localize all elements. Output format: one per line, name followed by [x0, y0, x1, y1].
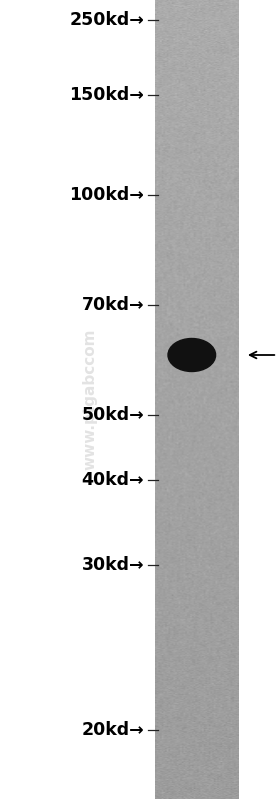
Text: 250kd→: 250kd→ [69, 11, 144, 29]
Text: 20kd→: 20kd→ [81, 721, 144, 739]
Text: 150kd→: 150kd→ [69, 86, 144, 104]
Text: www.ptgabccom: www.ptgabccom [82, 328, 97, 471]
Text: 70kd→: 70kd→ [82, 296, 144, 314]
Text: 100kd→: 100kd→ [69, 186, 144, 204]
Text: 30kd→: 30kd→ [82, 556, 144, 574]
Text: 50kd→: 50kd→ [81, 406, 144, 424]
Ellipse shape [168, 339, 216, 372]
Text: 40kd→: 40kd→ [82, 471, 144, 489]
